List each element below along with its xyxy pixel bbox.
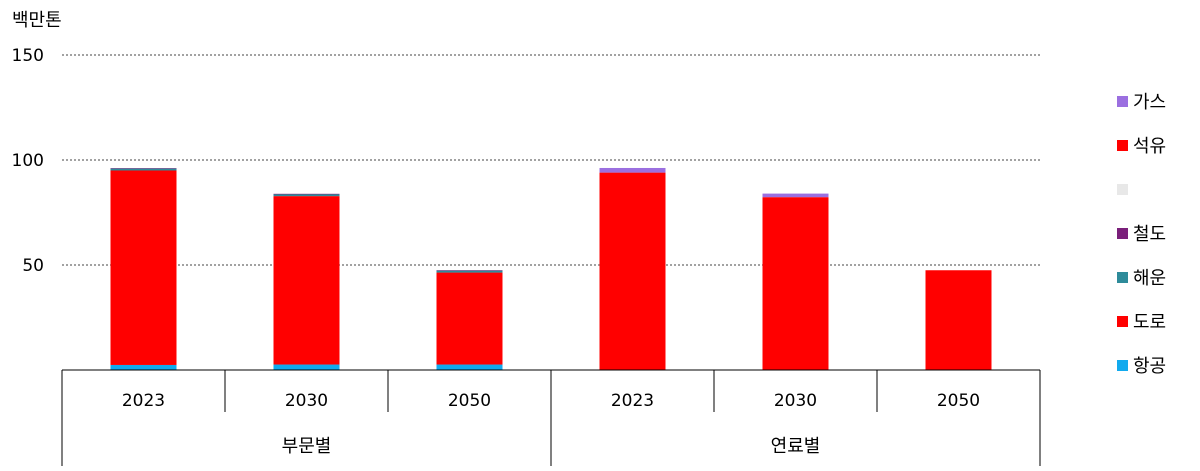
- legend-item: 석유: [1117, 136, 1166, 157]
- legend-item: [1117, 184, 1128, 195]
- x-tick-label: 2030: [774, 391, 817, 411]
- bar-segment: [110, 168, 177, 171]
- legend-swatch: [1117, 184, 1128, 195]
- grid-lines: [62, 54, 1040, 266]
- x-tick-label: 2050: [448, 391, 491, 411]
- x-tick-label: 2023: [611, 391, 654, 411]
- bar-segment: [599, 167, 666, 173]
- bar-segment: [599, 172, 666, 370]
- legend-swatch: [1117, 272, 1128, 283]
- bar-segment: [110, 170, 177, 365]
- x-axis-table: 2023 2030 2050 2023 2030 2050 부문별 연료별: [61, 369, 1041, 466]
- bar-segment: [762, 197, 829, 370]
- legend-label: 해운: [1133, 268, 1166, 289]
- group-label: 연료별: [771, 436, 821, 457]
- legend-label: 철도: [1133, 224, 1166, 245]
- x-tick-label: 2050: [937, 391, 980, 411]
- bar-segment: [436, 270, 503, 271]
- y-tick-label: 150: [12, 46, 44, 66]
- group-label: 부문별: [282, 436, 332, 457]
- legend-label: 가스: [1133, 92, 1166, 113]
- x-tick-label: 2023: [122, 391, 165, 411]
- bar-segment: [762, 193, 829, 198]
- x-tick-label: 2030: [285, 391, 328, 411]
- y-axis-label: 백만톤: [12, 10, 62, 31]
- legend-swatch: [1117, 96, 1128, 107]
- legend-item: 가스: [1117, 92, 1166, 113]
- legend-label: 도로: [1133, 312, 1166, 333]
- bar-segment: [273, 364, 340, 370]
- y-tick-label: 50: [22, 256, 44, 276]
- bar-segment: [273, 194, 340, 197]
- y-tick-label: 100: [12, 151, 44, 171]
- bar-segment: [110, 168, 177, 169]
- legend-item: 해운: [1117, 268, 1166, 289]
- bar-segment: [436, 272, 503, 365]
- legend-swatch: [1117, 140, 1128, 151]
- legend-item: 도로: [1117, 312, 1166, 333]
- legend-swatch: [1117, 228, 1128, 239]
- legend-swatch: [1117, 316, 1128, 327]
- bar-segment: [436, 364, 503, 370]
- legend-swatch: [1117, 360, 1128, 371]
- legend-item: 철도: [1117, 224, 1166, 245]
- legend-label: 항공: [1133, 356, 1166, 377]
- legend-label: 석유: [1133, 136, 1166, 157]
- bar-segment: [110, 364, 177, 370]
- bar-segment: [925, 270, 992, 370]
- y-axis-ticks: 50 100 150: [12, 46, 44, 276]
- bar-segment: [273, 193, 340, 195]
- legend-item: 항공: [1117, 356, 1166, 377]
- bar-segment: [436, 270, 503, 273]
- bar-segment: [273, 196, 340, 365]
- bars: [110, 167, 992, 370]
